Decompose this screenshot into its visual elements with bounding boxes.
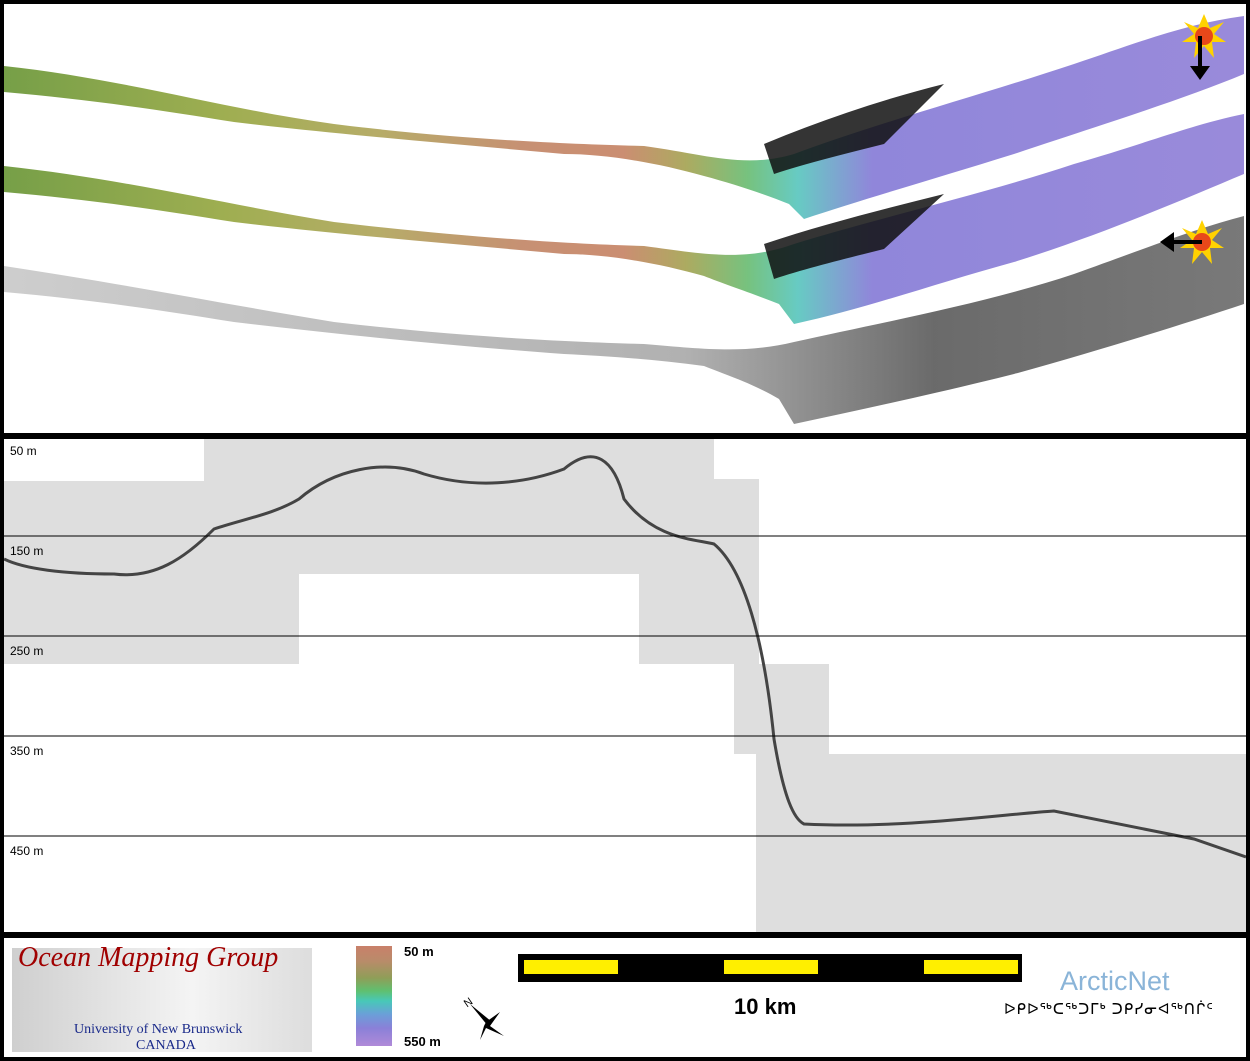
arrow-left-icon: [1160, 232, 1202, 252]
depth-label-150: 150 m: [10, 544, 44, 558]
org-name: Ocean Mapping Group: [18, 942, 279, 973]
multibeam-map-panel: [4, 4, 1246, 433]
arcticnet-syllabics: ᐅᑭᐅᖅᑕᖅᑐᒥᒃ ᑐᑭᓯᓂᐊᖅᑎᒌᑦ: [1004, 1001, 1214, 1018]
depth-label-450: 450 m: [10, 844, 44, 858]
bathymetry-strips: [4, 14, 1244, 424]
university-name: University of New Brunswick: [74, 1022, 243, 1037]
bathymetry-strip-upper: [4, 16, 1244, 219]
profile-graphic: [4, 439, 1246, 932]
ocean-mapping-group-logo: [12, 948, 312, 1052]
colorbar-bottom-label: 550 m: [404, 1034, 441, 1049]
country-name: CANADA: [136, 1038, 196, 1053]
depth-label-50: 50 m: [10, 444, 37, 458]
colorbar-top-label: 50 m: [404, 944, 434, 959]
north-arrow-icon: N: [460, 992, 510, 1042]
seafloor-reflector: [4, 455, 1246, 859]
legend-panel: Ocean Mapping Group University of New Br…: [4, 938, 1246, 1057]
depth-label-250: 250 m: [10, 644, 44, 658]
subbottom-profile-panel: 50 m 150 m 250 m 350 m 450 m: [4, 439, 1246, 932]
bathymetry-strip-middle: [4, 114, 1244, 324]
backscatter-strip: [4, 216, 1244, 424]
scale-bar: [518, 954, 1022, 982]
arcticnet-logo: ArcticNet: [1060, 966, 1170, 996]
depth-colorbar: [356, 946, 392, 1046]
depth-label-350: 350 m: [10, 744, 44, 758]
arrow-down-icon: [1190, 36, 1210, 80]
scale-label: 10 km: [734, 994, 797, 1019]
